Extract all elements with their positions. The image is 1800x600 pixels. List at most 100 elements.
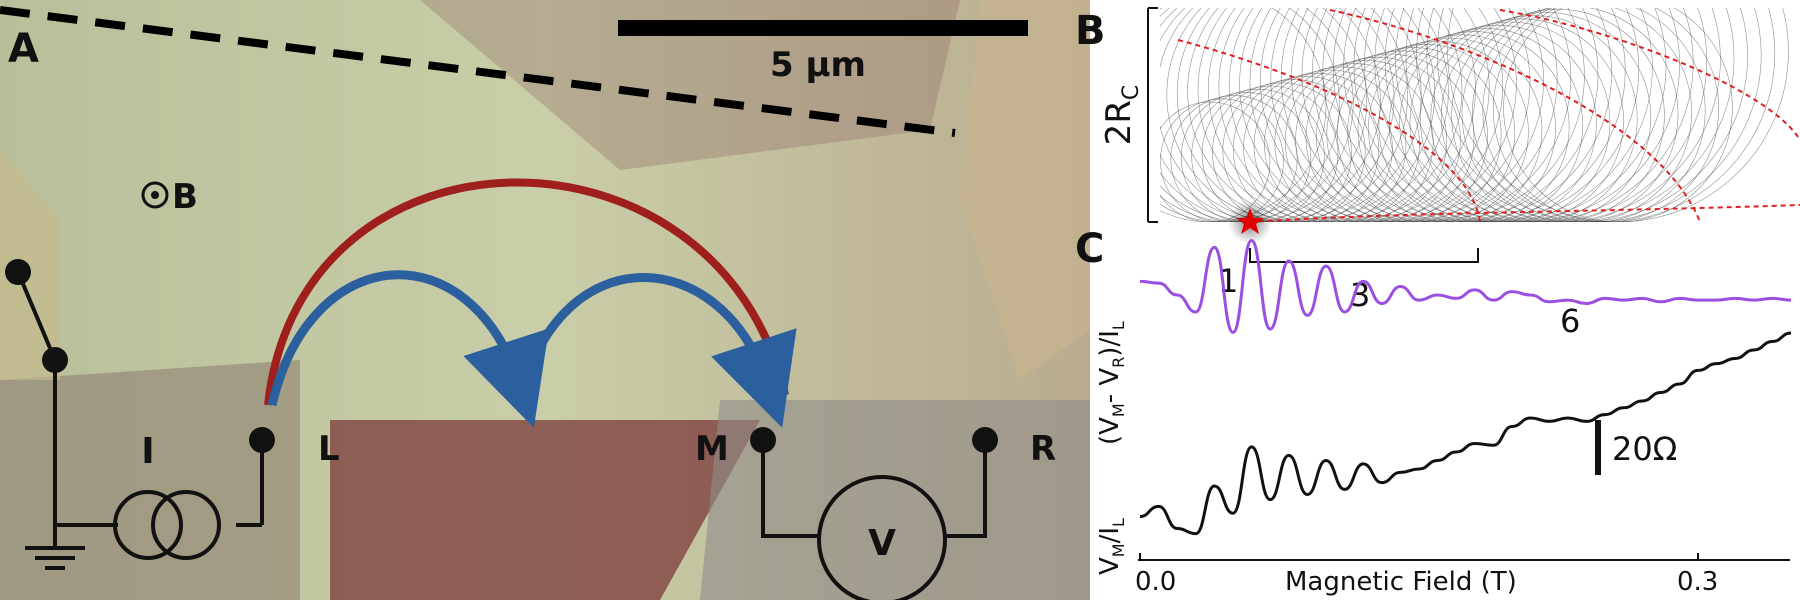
orbit-circle: [1166, 8, 1422, 222]
orbit-circle: [1249, 8, 1531, 222]
orbit-circle: [1197, 8, 1463, 222]
injection-star-icon: [1236, 208, 1264, 234]
caustic-curve-2: [1329, 9, 1701, 223]
contact-R-label: R: [1030, 429, 1056, 469]
orbit-circle: [1260, 8, 1544, 222]
series-line-0: [1139, 239, 1792, 334]
orbit-circle: [1326, 47, 1502, 222]
field-direction-dot: [151, 191, 159, 199]
orbit-circle: [1208, 8, 1476, 222]
caustic-curve-1: [1177, 39, 1481, 223]
panel-c: C 1 3 6 0.0 0.3 Magnetic Field (T) VM/IL…: [1075, 226, 1792, 597]
orbit-circle: [1426, 8, 1762, 222]
orbit-circle: [1239, 8, 1517, 222]
orbit-circle: [1503, 8, 1733, 222]
orbit-circle: [1222, 79, 1366, 222]
orbit-circle: [1180, 92, 1312, 222]
orbit-circle: [1305, 53, 1475, 222]
orbit-circle: [1160, 8, 1395, 222]
panel-a-letter: A: [8, 26, 39, 72]
orbit-circle: [1160, 8, 1354, 222]
orbit-circle: [1430, 15, 1638, 222]
orbit-circle: [1451, 8, 1665, 222]
orbit-circle: [1482, 8, 1706, 222]
panel-b: B 2RC: [1075, 7, 1800, 263]
orbit-circle: [1280, 8, 1572, 222]
orbit-circle: [1243, 72, 1393, 222]
orbit-circle: [1364, 8, 1680, 222]
switch-node-mid: [42, 347, 68, 373]
panel-b-letter: B: [1075, 8, 1106, 54]
chart-series: [1139, 239, 1792, 536]
orbit-circle: [1160, 8, 1327, 222]
voltmeter-circuit: [761, 440, 987, 600]
orbit-circle: [1316, 50, 1488, 222]
current-source-label: I: [141, 431, 154, 472]
current-source-ring-2: [151, 490, 221, 560]
blue-orbit-2: [517, 273, 797, 428]
panel-b-ylabel-subscript: C: [1119, 85, 1144, 100]
orbit-circle: [1492, 8, 1720, 222]
orbit-circle: [1395, 8, 1721, 222]
y-axis-label-upper: (VM- VR)/IL: [1095, 321, 1128, 445]
contact-L-label: L: [318, 429, 340, 469]
orbit-circle: [1232, 76, 1380, 222]
orbit-circle: [1416, 8, 1748, 222]
series-line-1: [1139, 331, 1792, 536]
scale-bar-label: 5 µm: [770, 45, 866, 85]
flake-electrode-dark: [330, 420, 760, 600]
orbit-circle: [1301, 8, 1599, 222]
contact-M-label: M: [695, 429, 729, 469]
orbit-circle: [1160, 8, 1381, 222]
orbit-circle: [1388, 28, 1584, 222]
orbit-circle: [1218, 8, 1490, 222]
orbit-circle: [1420, 18, 1624, 222]
red-skipping-orbit: [264, 178, 789, 406]
field-direction-icon: [141, 181, 169, 209]
x-tick-label-0.3: 0.3: [1677, 567, 1718, 597]
orbit-circle: [1447, 8, 1789, 222]
flake-left-strip: [0, 150, 60, 380]
panel-c-letter: C: [1075, 226, 1104, 272]
orbit-circle: [1160, 8, 1340, 222]
voltmeter-circle: [817, 475, 947, 600]
orbit-circle: [1374, 8, 1694, 222]
field-label: B: [172, 177, 198, 217]
orbit-circle: [1353, 8, 1667, 222]
caustic-curves: [1177, 9, 1800, 223]
caustic-curve-3: [1499, 9, 1800, 141]
orbit-circle: [1253, 69, 1407, 222]
switch-node-top: [5, 259, 31, 285]
x-axis-label: Magnetic Field (T): [1285, 567, 1517, 597]
orbit-circle: [1405, 8, 1735, 222]
cyclotron-orbit-fan: [1160, 8, 1789, 222]
orbit-circle: [1436, 8, 1776, 222]
orbit-circle: [1440, 12, 1652, 222]
peak-label-3: 3: [1350, 276, 1370, 314]
orbit-circle: [1312, 8, 1612, 222]
focusing-distance-bracket: [1249, 248, 1479, 263]
orbit-circle: [1187, 8, 1449, 222]
caustic-base: [1249, 204, 1800, 223]
orbit-circle: [1270, 8, 1558, 222]
current-source-ring-1: [113, 490, 183, 560]
orbit-circle: [1378, 31, 1570, 222]
sample-edge-dashed-line: [0, 6, 956, 137]
orbit-circle: [1461, 8, 1679, 222]
orbit-circle: [1384, 8, 1708, 222]
orbit-circle: [1322, 8, 1626, 222]
blue-orbit-1: [267, 270, 549, 428]
orbit-circle: [1160, 8, 1408, 222]
peak-label-6: 6: [1560, 302, 1580, 340]
y-axis-label-lower: VM/IL: [1095, 518, 1128, 575]
orbit-circle: [1160, 101, 1271, 222]
orbit-circle: [1170, 95, 1298, 222]
panel-a: A 5 µm B L M R I: [0, 0, 1090, 600]
flake-top-right: [960, 0, 1090, 380]
x-tick-label-0: 0.0: [1135, 567, 1176, 597]
orbit-circle: [1399, 24, 1597, 222]
resistance-scale-label: 20Ω: [1612, 430, 1677, 468]
flake-lower-left: [0, 360, 300, 600]
orbit-circle: [1228, 8, 1504, 222]
